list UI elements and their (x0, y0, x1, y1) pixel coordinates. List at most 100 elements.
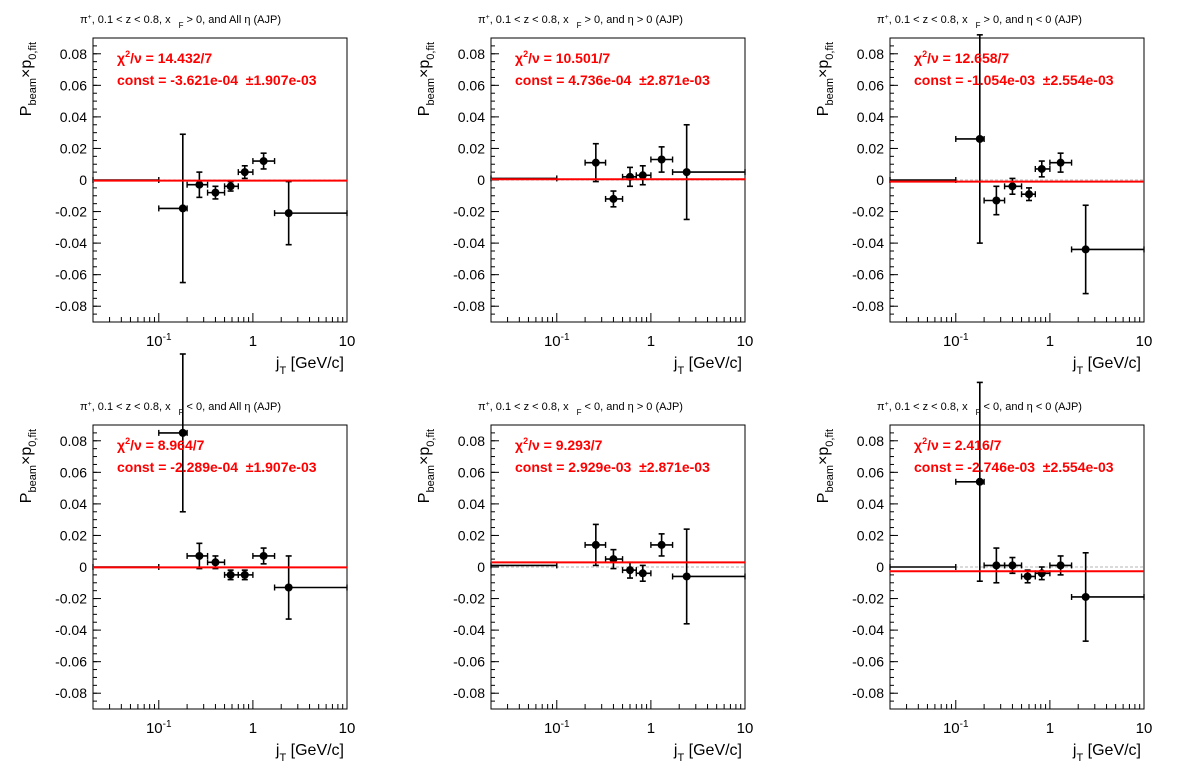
x-axis-label-main: j (275, 742, 280, 759)
data-point (206, 185, 226, 200)
y-tick-label: 0.08 (857, 46, 884, 62)
x-axis-label-unit: [GeV/c] (684, 742, 742, 759)
x-tick-label: 10-1 (544, 719, 570, 737)
title-text: < 0, and All η (AJP) (183, 401, 281, 413)
x-tick-base: 10 (339, 333, 356, 350)
data-point (1049, 555, 1073, 576)
chart-title: π+, 0.1 < z < 0.8, x F < 0, and All η (AJ… (80, 401, 281, 417)
x-tick-exp: -1 (163, 332, 172, 343)
point-marker (178, 428, 187, 437)
y-tick-label: 0.08 (857, 433, 884, 449)
x-axis-label-sub: T (677, 365, 684, 377)
x-tick-label: 10 (339, 720, 356, 737)
y-axis-label-main: P (416, 106, 433, 117)
title-text: , 0.1 < z < 0.8, x (92, 401, 171, 413)
data-point (1070, 551, 1145, 642)
y-tick-label: -0.02 (453, 591, 485, 607)
y-tick-label: -0.04 (55, 622, 87, 638)
x-axis-label-unit: [GeV/c] (1083, 355, 1141, 372)
y-tick-label: -0.08 (852, 298, 884, 314)
title-text: + (486, 401, 490, 408)
y-axis-label-sub2: 0,fit (27, 429, 39, 447)
x-tick-base: 1 (647, 720, 655, 737)
chart-panel: π+, 0.1 < z < 0.8, x F > 0, and η > 0 (AJ… (416, 14, 753, 377)
y-tick-label: 0.06 (857, 464, 884, 480)
y-tick-label: -0.02 (55, 591, 87, 607)
x-tick-base: 10 (146, 333, 163, 350)
data-point (186, 171, 209, 199)
data-point (1034, 160, 1051, 178)
title-text: π (80, 401, 88, 413)
y-tick-label: -0.06 (852, 654, 884, 670)
y-tick-label: 0 (876, 172, 884, 188)
chart-panel: π+, 0.1 < z < 0.8, x F < 0, and η < 0 (AJ… (815, 381, 1152, 764)
y-tick-label: -0.08 (453, 298, 485, 314)
y-tick-label: 0.02 (857, 527, 884, 543)
chart-panel: π+, 0.1 < z < 0.8, x F < 0, and All η (AJ… (18, 353, 356, 764)
y-tick-label: -0.04 (55, 235, 87, 251)
x-axis-label-unit: [GeV/c] (286, 742, 344, 759)
data-point (1049, 152, 1073, 173)
point-marker (240, 168, 249, 177)
fit-chi2-label: χ2/ν = 8.964/7 (117, 436, 205, 453)
x-tick-base: 1 (249, 720, 257, 737)
x-tick-base: 1 (1046, 333, 1054, 350)
x-tick-exp: -1 (561, 332, 570, 343)
x-tick-exp: -1 (163, 719, 172, 730)
y-axis-label-times: ×p (416, 447, 433, 465)
chart-title: π+, 0.1 < z < 0.8, x F < 0, and η > 0 (AJ… (478, 401, 683, 417)
chi2-sup: 2 (125, 436, 130, 446)
y-axis-label-main: P (416, 493, 433, 504)
y-tick-label: 0.08 (60, 46, 87, 62)
point-marker (682, 572, 691, 581)
x-axis-label-sub: T (1076, 365, 1083, 377)
x-axis-label: jT [GeV/c] (673, 355, 742, 377)
data-point (671, 528, 746, 625)
x-tick-label: 10 (1136, 333, 1153, 350)
x-tick-base: 1 (647, 333, 655, 350)
data-point (186, 542, 209, 570)
x-tick-label: 1 (1046, 720, 1054, 737)
fit-const-label: const = -1.054e-03 ±2.554e-03 (914, 72, 1114, 88)
y-axis-label: Pbeam×p0,fit (416, 42, 437, 116)
y-tick-label: 0.02 (60, 527, 87, 543)
x-tick-label: 10-1 (943, 332, 969, 350)
y-axis-label-sub2: 0,fit (27, 42, 39, 60)
chi2-sup: 2 (922, 436, 927, 446)
y-tick-label: -0.06 (55, 267, 87, 283)
x-tick-base: 1 (1046, 720, 1054, 737)
y-tick-label: -0.08 (55, 685, 87, 701)
x-tick-base: 10 (943, 333, 960, 350)
point-marker (226, 570, 235, 579)
y-tick-label: 0.08 (60, 433, 87, 449)
point-marker (591, 540, 600, 549)
chart-panel: π+, 0.1 < z < 0.8, x F > 0, and All η (AJ… (18, 14, 355, 377)
chi2-sup: 2 (523, 436, 528, 446)
y-axis-label-main: P (815, 493, 832, 504)
y-tick-label: 0.04 (458, 109, 485, 125)
point-marker (195, 180, 204, 189)
y-tick-label: 0.04 (857, 109, 884, 125)
data-point (621, 561, 638, 579)
y-tick-label: -0.06 (453, 654, 485, 670)
fit-chi2-label: χ2/ν = 14.432/7 (117, 49, 212, 66)
data-point (1070, 204, 1145, 295)
title-text: + (88, 14, 92, 21)
x-axis-label-main: j (275, 355, 280, 372)
y-tick-label: 0.06 (458, 77, 485, 93)
x-axis-label-unit: [GeV/c] (286, 355, 344, 372)
point-marker (975, 134, 984, 143)
fit-const-label: const = -2.746e-03 ±2.554e-03 (914, 459, 1114, 475)
point-marker (1023, 572, 1032, 581)
chi2-text: χ (914, 50, 922, 66)
x-tick-exp: -1 (960, 719, 969, 730)
y-tick-label: -0.04 (852, 235, 884, 251)
data-point (604, 548, 624, 570)
y-tick-label: 0.04 (60, 496, 87, 512)
title-text: F (179, 21, 184, 30)
chart-panel: π+, 0.1 < z < 0.8, x F < 0, and η > 0 (AJ… (416, 401, 753, 764)
data-point (889, 564, 957, 570)
title-text: > 0, and All η (AJP) (183, 14, 281, 26)
title-text: > 0, and η > 0 (AJP) (581, 14, 683, 26)
x-tick-label: 10-1 (146, 332, 172, 350)
